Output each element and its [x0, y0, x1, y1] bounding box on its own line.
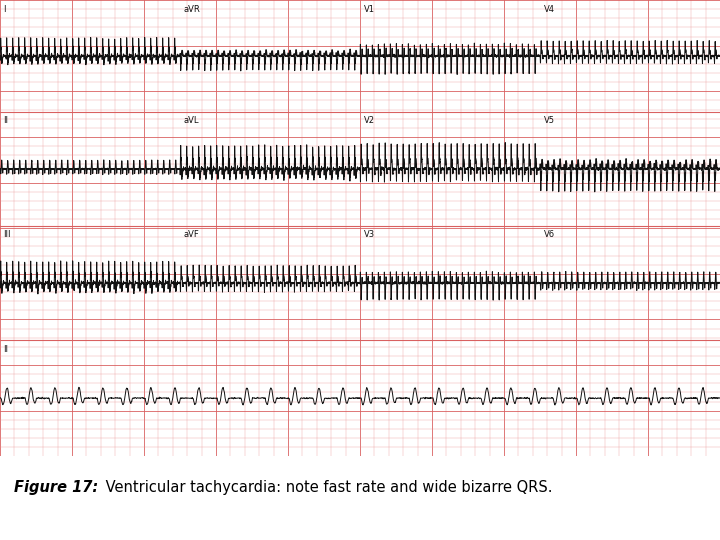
Text: Ventricular tachycardia: note fast rate and wide bizarre QRS.: Ventricular tachycardia: note fast rate …: [101, 480, 552, 495]
Text: I: I: [4, 4, 6, 14]
Text: V5: V5: [544, 116, 554, 125]
Text: Figure 17:: Figure 17:: [14, 480, 99, 495]
Text: V2: V2: [364, 116, 374, 125]
Text: V3: V3: [364, 231, 374, 239]
Text: III: III: [4, 231, 11, 239]
Text: II: II: [4, 116, 9, 125]
Text: aVL: aVL: [184, 116, 199, 125]
Text: aVR: aVR: [184, 4, 200, 14]
Text: II: II: [4, 345, 9, 354]
Text: aVF: aVF: [184, 231, 199, 239]
Text: V4: V4: [544, 4, 554, 14]
Text: V1: V1: [364, 4, 374, 14]
Text: V6: V6: [544, 231, 554, 239]
